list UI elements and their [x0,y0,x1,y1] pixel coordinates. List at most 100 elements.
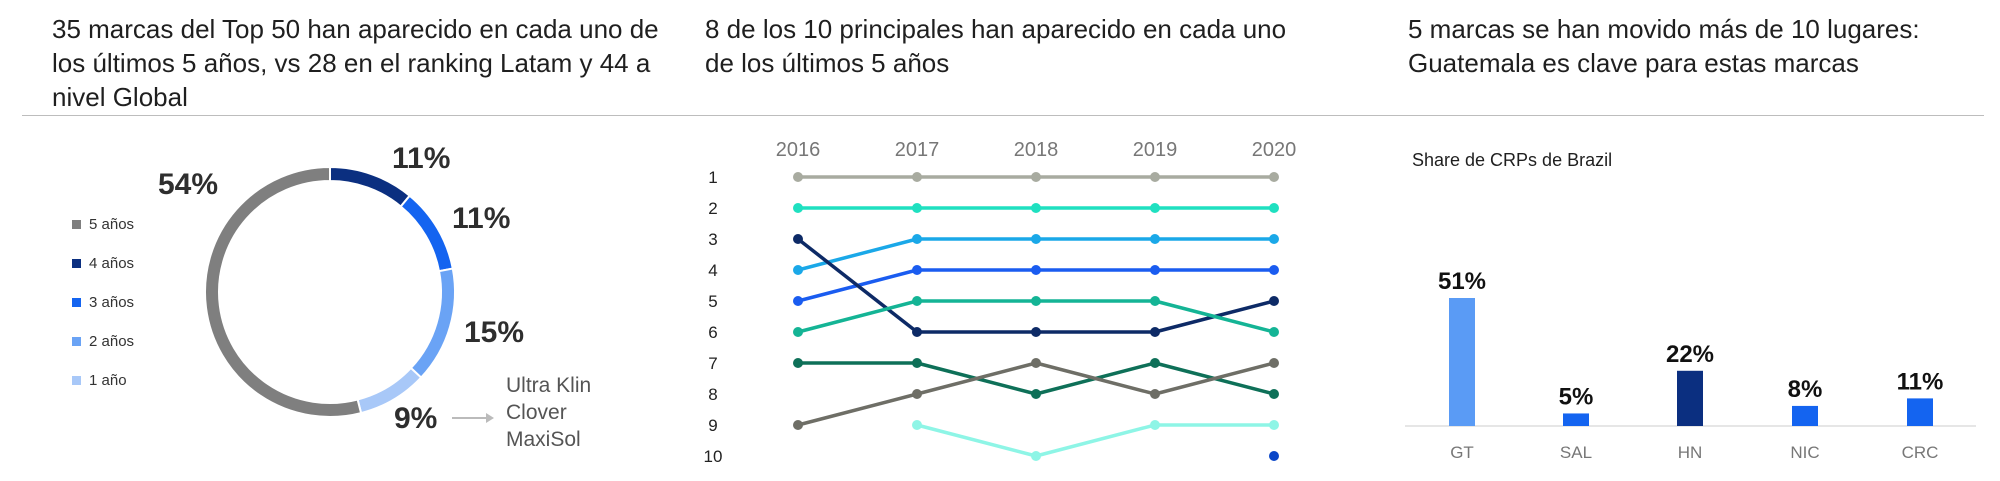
bump-point [1031,203,1041,213]
bump-point [912,420,922,430]
bar [1563,413,1589,426]
bump-point [793,172,803,182]
bump-point [793,234,803,244]
legend-swatch [72,220,81,229]
one-year-brands-annotation: Ultra Klin Clover MaxiSol [506,374,592,451]
bump-point [912,203,922,213]
donut-slice [329,165,412,208]
bump-point [912,296,922,306]
bump-year-label: 2018 [1014,139,1059,161]
bump-point [793,420,803,430]
bump-rank-label: 3 [708,230,717,249]
bump-rank-label: 10 [704,447,723,466]
bump-panel-title: 8 de los 10 principales han aparecido en… [705,14,1287,78]
bump-rank-label: 8 [708,385,717,404]
bar [1449,298,1475,426]
bump-point [1269,234,1279,244]
annotation-arrow-head [486,413,494,423]
legend-label: 5 años [89,216,135,233]
bump-point [912,327,922,337]
legend-item: 4 años [72,244,134,283]
bump-rank-label: 7 [708,354,717,373]
bump-point [1269,203,1279,213]
bump-year-label: 2016 [776,139,821,161]
bump-year-label: 2020 [1252,139,1297,161]
bar-value-label: 5% [1559,383,1594,410]
bar [1907,398,1933,426]
bump-rank-label: 9 [708,416,717,435]
bump-point [912,358,922,368]
bump-point [1031,296,1041,306]
bar-category-label: SAL [1560,443,1592,462]
bump-rank-label: 1 [708,168,717,187]
donut-legend: 5 años 4 años 3 años 2 años 1 año [72,205,134,400]
bump-point [1269,296,1279,306]
bump-point [1031,234,1041,244]
bar-category-label: HN [1678,443,1703,462]
bar-category-label: CRC [1902,443,1939,462]
donut-label-5-anos: 54% [158,168,219,201]
bar-value-label: 11% [1897,368,1944,395]
bump-point [1150,234,1160,244]
legend-swatch [72,259,81,268]
bump-point [912,265,922,275]
legend-swatch [72,298,81,307]
donut-label-3-anos: 11% [452,202,511,235]
donut-label-2-anos: 15% [464,316,525,349]
donut-panel-title: 35 marcas del Top 50 han aparecido en ca… [52,14,659,112]
bar-panel-title: 5 marcas se han movido más de 10 lugares… [1408,14,1920,78]
bump-point [1031,265,1041,275]
bump-point [1031,389,1041,399]
bump-point [793,358,803,368]
bar-category-label: GT [1450,443,1474,462]
legend-swatch [72,376,81,385]
bump-rank-label: 5 [708,292,717,311]
donut-label-4-anos: 11% [392,142,451,175]
bar-value-label: 8% [1788,376,1823,403]
bump-point [1150,358,1160,368]
legend-swatch [72,337,81,346]
legend-label: 4 años [89,255,135,272]
bump-point [1150,327,1160,337]
bump-point [793,327,803,337]
bar [1792,405,1818,426]
bump-year-label: 2019 [1133,139,1178,161]
bump-point [1150,265,1160,275]
legend-item: 2 años [72,322,134,361]
legend-item: 1 año [72,361,134,400]
bump-point [912,172,922,182]
bump-point [1269,358,1279,368]
bump-point [1269,327,1279,337]
bump-point [1269,172,1279,182]
donut-slice [409,267,456,379]
bump-point [1269,420,1279,430]
bump-point [1031,451,1041,461]
bump-point [1150,296,1160,306]
bump-rank-label: 2 [708,199,717,218]
bump-point [793,203,803,213]
bar-value-label: 22% [1666,341,1714,368]
bump-point [1031,358,1041,368]
bump-rank-label: 4 [708,261,717,280]
legend-item: 3 años [72,283,134,322]
bump-rank-label: 6 [708,323,717,342]
bar-category-label: NIC [1790,443,1819,462]
legend-item: 5 años [72,205,134,244]
bump-series-line [915,423,1276,458]
donut-slice [356,366,423,415]
header-divider [22,115,1984,116]
donut-label-1-ano: 9% [394,402,438,435]
donut-slice [399,194,454,273]
bump-point [1269,265,1279,275]
bump-point [1150,172,1160,182]
bump-point [793,265,803,275]
bar-value-label: 51% [1438,268,1486,295]
bump-point [1150,420,1160,430]
bump-point [1031,172,1041,182]
bump-point [793,296,803,306]
bump-point [912,389,922,399]
bar [1677,370,1703,426]
bump-year-label: 2017 [895,139,940,161]
bump-point [1150,389,1160,399]
